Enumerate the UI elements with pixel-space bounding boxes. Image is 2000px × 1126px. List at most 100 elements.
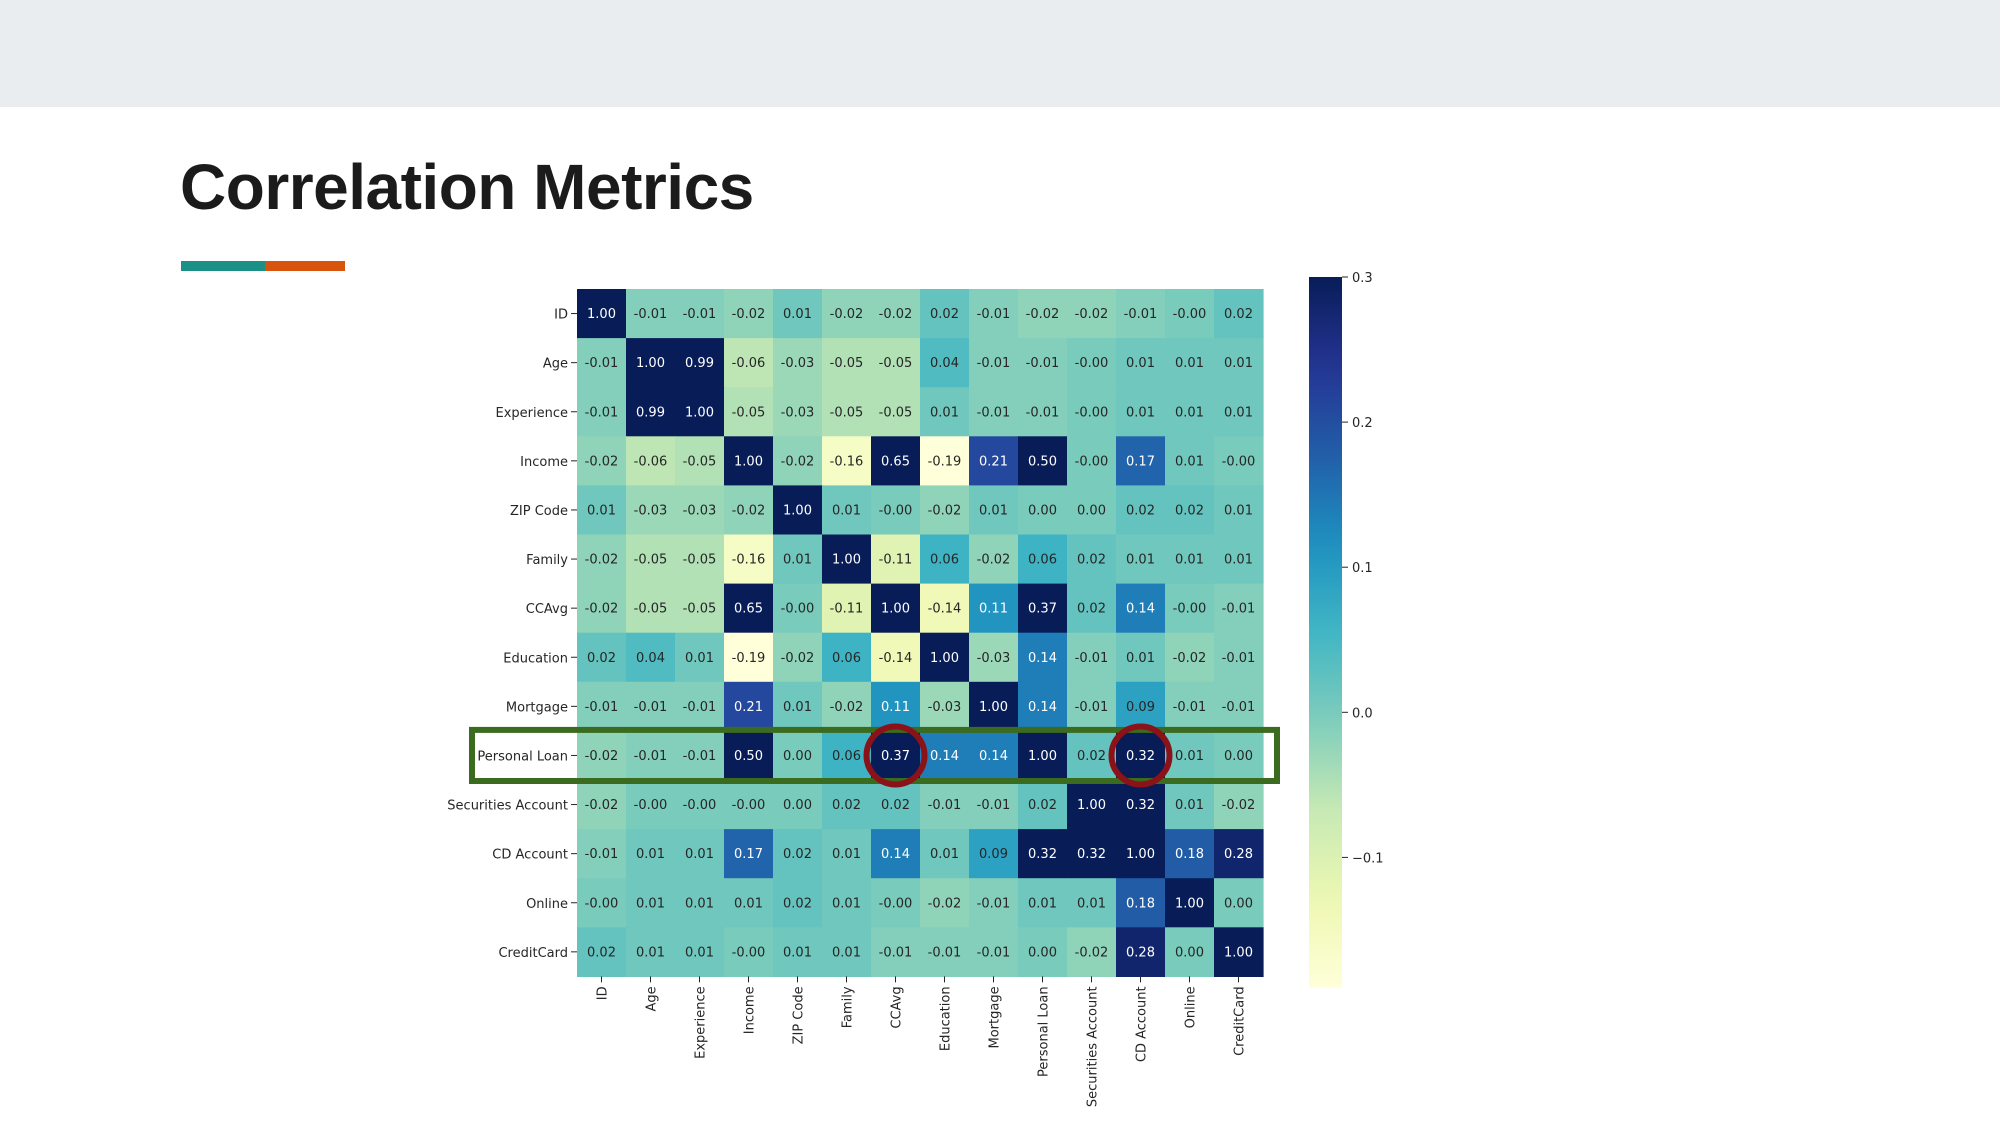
cell-age-mortgage xyxy=(969,338,1019,388)
cell-cd-account-zip-code xyxy=(773,829,823,879)
cell-value-label: 0.02 xyxy=(1077,553,1106,568)
cell-online-online xyxy=(1165,878,1215,928)
cell-experience-securities-account xyxy=(1067,387,1117,437)
cell-cd-account-income xyxy=(724,829,774,879)
cell-value-label: 0.02 xyxy=(930,307,959,322)
cell-value-label: 0.00 xyxy=(1175,945,1204,960)
cell-value-label: 0.01 xyxy=(1175,356,1204,371)
cell-mortgage-personal-loan xyxy=(1018,681,1068,732)
cell-creditcard-securities-account xyxy=(1067,927,1117,977)
cell-income-ccavg xyxy=(871,436,921,486)
cell-id-education xyxy=(920,289,970,339)
cell-value-label: -0.05 xyxy=(732,405,766,420)
cell-education-cd-account xyxy=(1116,632,1166,683)
cell-value-label: 0.50 xyxy=(734,749,763,764)
cell-value-label: 0.01 xyxy=(1175,405,1204,420)
cell-value-label: -0.02 xyxy=(1222,798,1256,813)
cell-value-label: 0.02 xyxy=(783,896,812,911)
cell-value-label: 1.00 xyxy=(832,553,861,568)
cell-zip-code-income xyxy=(724,485,774,536)
cell-value-label: 0.17 xyxy=(734,847,763,862)
cell-value-label: 0.11 xyxy=(979,602,1008,617)
cell-value-label: 0.01 xyxy=(685,896,714,911)
cell-education-family xyxy=(822,632,872,683)
cell-securities-account-education xyxy=(920,780,970,830)
cell-education-income xyxy=(724,632,774,683)
cell-mortgage-family xyxy=(822,681,872,732)
cell-age-education xyxy=(920,338,970,388)
cell-online-experience xyxy=(675,878,725,928)
cell-ccavg-creditcard xyxy=(1214,583,1264,634)
cell-creditcard-ccavg xyxy=(871,927,921,977)
cell-value-label: 0.01 xyxy=(783,307,812,322)
cell-zip-code-online xyxy=(1165,485,1215,536)
cell-value-label: -0.01 xyxy=(585,356,619,371)
cell-creditcard-age xyxy=(626,927,676,977)
cell-value-label: 0.00 xyxy=(783,749,812,764)
cell-value-label: 0.28 xyxy=(1126,945,1155,960)
col-label-zip-code: ZIP Code xyxy=(792,986,807,1044)
col-label-income: Income xyxy=(743,986,758,1034)
cell-mortgage-ccavg xyxy=(871,681,921,732)
cell-value-label: -0.00 xyxy=(879,503,913,518)
cell-value-label: 0.00 xyxy=(1224,749,1253,764)
cell-ccavg-income xyxy=(724,583,774,634)
cell-value-label: -0.11 xyxy=(879,553,913,568)
cell-family-online xyxy=(1165,534,1215,585)
cell-experience-online xyxy=(1165,387,1215,437)
cell-value-label: 0.01 xyxy=(1028,896,1057,911)
col-label-cd-account: CD Account xyxy=(1135,986,1150,1062)
cell-ccavg-experience xyxy=(675,583,725,634)
row-label-online: Online xyxy=(526,897,568,912)
cell-income-id xyxy=(577,436,627,486)
slide-title: Correlation Metrics xyxy=(180,151,754,223)
cell-experience-personal-loan xyxy=(1018,387,1068,437)
cell-cd-account-experience xyxy=(675,829,725,879)
cell-value-label: 0.02 xyxy=(1224,307,1253,322)
cell-ccavg-id xyxy=(577,583,627,634)
cell-family-family xyxy=(822,534,872,585)
cell-value-label: 0.01 xyxy=(685,945,714,960)
cell-online-education xyxy=(920,878,970,928)
col-label-experience: Experience xyxy=(694,986,709,1059)
top-banner xyxy=(0,0,2000,107)
cell-experience-creditcard xyxy=(1214,387,1264,437)
row-label-income: Income xyxy=(520,455,568,470)
cell-family-income xyxy=(724,534,774,585)
cell-value-label: -0.01 xyxy=(1173,700,1207,715)
cell-creditcard-zip-code xyxy=(773,927,823,977)
cell-value-label: 1.00 xyxy=(783,503,812,518)
cell-value-label: -0.01 xyxy=(1124,307,1158,322)
cell-family-mortgage xyxy=(969,534,1019,585)
cell-family-cd-account xyxy=(1116,534,1166,585)
cell-value-label: -0.01 xyxy=(1026,405,1060,420)
cell-cd-account-personal-loan xyxy=(1018,829,1068,879)
cell-creditcard-online xyxy=(1165,927,1215,977)
cell-id-age xyxy=(626,289,676,339)
col-label-online: Online xyxy=(1184,986,1199,1028)
cell-value-label: -0.05 xyxy=(683,454,717,469)
cell-value-label: 1.00 xyxy=(881,602,910,617)
cell-value-label: -0.00 xyxy=(1173,602,1207,617)
cell-securities-account-mortgage xyxy=(969,780,1019,830)
row-label-age: Age xyxy=(543,357,568,372)
cell-value-label: -0.05 xyxy=(879,356,913,371)
cell-cd-account-online xyxy=(1165,829,1215,879)
cell-securities-account-ccavg xyxy=(871,780,921,830)
cell-ccavg-personal-loan xyxy=(1018,583,1068,634)
cell-cd-account-creditcard xyxy=(1214,829,1264,879)
cell-value-label: -0.16 xyxy=(830,454,864,469)
cell-value-label: 0.14 xyxy=(979,749,1008,764)
cell-income-zip-code xyxy=(773,436,823,486)
col-label-education: Education xyxy=(939,986,954,1051)
cell-value-label: 0.32 xyxy=(1126,749,1155,764)
cell-value-label: -0.01 xyxy=(1075,700,1109,715)
cell-family-id xyxy=(577,534,627,585)
cell-value-label: 1.00 xyxy=(587,307,616,322)
cell-education-id xyxy=(577,632,627,683)
cell-id-creditcard xyxy=(1214,289,1264,339)
cell-experience-zip-code xyxy=(773,387,823,437)
cell-value-label: 0.06 xyxy=(832,651,861,666)
cell-value-label: 0.01 xyxy=(832,945,861,960)
